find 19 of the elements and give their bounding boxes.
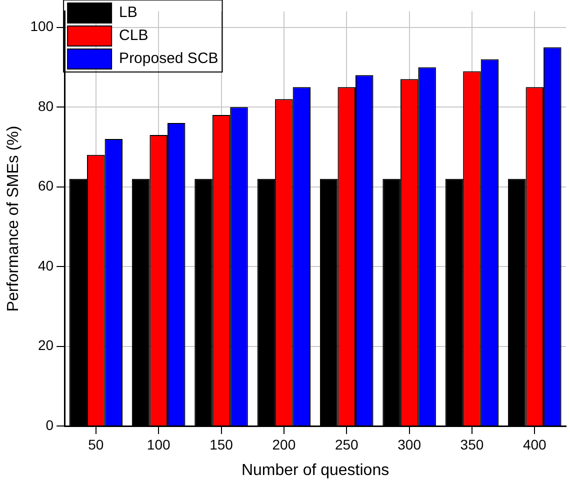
x-tick-label: 400	[522, 436, 547, 452]
y-tick-label: 60	[38, 178, 54, 194]
y-tick-label: 100	[30, 18, 54, 34]
y-tick-label: 80	[38, 98, 54, 114]
x-tick-label: 50	[88, 436, 104, 452]
y-tick-label: 40	[38, 257, 54, 274]
legend-label: LB	[119, 4, 138, 22]
x-tick-label: 300	[398, 436, 422, 452]
y-tick-label: 0	[46, 416, 54, 433]
x-tick-label: 350	[460, 436, 484, 452]
legend-label: Proposed SCB	[119, 50, 218, 68]
x-tick-label: 250	[334, 436, 359, 452]
x-tick-label: 200	[272, 436, 296, 452]
x-axis-title: Number of questions	[241, 462, 390, 479]
y-axis-title: Performance of SMEs (%)	[5, 126, 22, 312]
y-tick-label: 20	[38, 337, 54, 354]
legend-label: CLB	[119, 27, 148, 44]
x-tick-label: 150	[210, 436, 234, 452]
x-tick-label: 100	[146, 436, 170, 452]
